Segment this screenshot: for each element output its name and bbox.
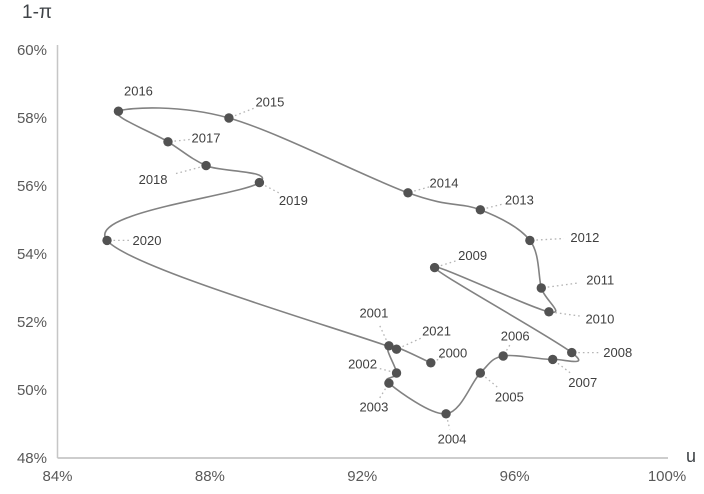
- data-point-label-2013: 2013: [505, 192, 534, 207]
- label-leader-2012: [536, 237, 564, 241]
- label-leader-2019: [264, 185, 281, 195]
- data-point-2009: [429, 262, 440, 273]
- data-point-2008: [567, 347, 577, 358]
- data-point-label-2000: 2000: [438, 345, 467, 360]
- data-point-label-2017: 2017: [192, 130, 221, 145]
- data-point-label-2010: 2010: [585, 311, 614, 326]
- data-point-label-2011: 2011: [586, 273, 614, 288]
- data-point-label-2009: 2009: [458, 248, 487, 263]
- y-tick-label-52: 52%: [17, 314, 47, 331]
- label-leader-2021: [402, 337, 422, 348]
- y-tick-label-48: 48%: [17, 450, 47, 467]
- label-leader-2007: [557, 362, 572, 375]
- x-tick-label-84: 84%: [42, 468, 72, 485]
- x-tick-label-92: 92%: [347, 468, 377, 485]
- data-point-label-2021: 2021: [422, 324, 451, 339]
- x-tick-label-88: 88%: [195, 468, 225, 485]
- data-point-2021: [391, 344, 402, 354]
- label-leader-2000: [436, 356, 445, 361]
- label-leader-2002: [375, 366, 391, 372]
- label-leader-2014: [414, 185, 431, 192]
- data-point-2018: [201, 160, 211, 171]
- data-point-2017: [163, 137, 173, 147]
- data-point-label-2007: 2007: [568, 375, 597, 390]
- data-point-label-2008: 2008: [603, 345, 632, 360]
- data-point-label-2012: 2012: [570, 230, 599, 245]
- data-point-label-2014: 2014: [430, 175, 459, 190]
- y-tick-label-54: 54%: [17, 246, 47, 263]
- label-leader-2001: [379, 325, 387, 341]
- label-leader-2003: [379, 388, 387, 399]
- data-point-2010: [544, 307, 554, 317]
- data-point-2020: [102, 235, 112, 246]
- data-point-2013: [475, 205, 486, 215]
- label-leader-2005: [484, 376, 499, 389]
- label-leader-2017: [174, 138, 192, 142]
- data-point-label-2001: 2001: [359, 305, 388, 320]
- data-point-label-2019: 2019: [279, 193, 308, 208]
- data-point-label-2018: 2018: [139, 172, 168, 187]
- label-leader-2011: [547, 282, 578, 288]
- data-point-2016: [113, 106, 124, 116]
- label-leader-2009: [440, 259, 459, 267]
- data-point-label-2003: 2003: [359, 400, 388, 415]
- label-leader-2018: [173, 166, 200, 175]
- data-point-2014: [403, 188, 413, 198]
- label-leader-2013: [486, 202, 505, 209]
- data-point-label-2015: 2015: [255, 95, 284, 110]
- data-point-2007: [548, 354, 558, 365]
- data-point-label-2020: 2020: [133, 233, 162, 248]
- x-tick-label-100: 100%: [648, 468, 686, 485]
- data-point-2006: [498, 351, 508, 361]
- data-point-2012: [525, 235, 535, 246]
- data-point-2011: [536, 283, 546, 293]
- label-leader-2006: [505, 343, 512, 351]
- data-point-2019: [254, 177, 265, 188]
- data-point-2015: [224, 113, 234, 123]
- y-axis-title: 1-π: [22, 2, 53, 23]
- x-axis-title: u: [686, 446, 697, 466]
- y-tick-label-58: 58%: [17, 110, 47, 127]
- y-tick-label-56: 56%: [17, 178, 47, 195]
- data-point-label-2004: 2004: [438, 431, 467, 446]
- data-point-2004: [441, 409, 451, 419]
- data-point-2005: [475, 368, 486, 378]
- data-point-label-2006: 2006: [501, 329, 530, 344]
- label-leader-2004: [446, 419, 451, 430]
- y-tick-label-60: 60%: [17, 42, 47, 59]
- data-point-label-2002: 2002: [348, 357, 377, 372]
- series-line: [103, 107, 580, 415]
- data-point-2000: [426, 358, 436, 368]
- x-tick-label-96: 96%: [500, 468, 530, 485]
- data-point-2001: [384, 341, 394, 351]
- y-tick-label-50: 50%: [17, 382, 47, 399]
- label-leader-2015: [234, 107, 255, 117]
- data-point-label-2016: 2016: [124, 84, 153, 99]
- label-leader-2010: [555, 312, 581, 317]
- data-point-2003: [384, 378, 394, 388]
- data-point-label-2005: 2005: [495, 390, 524, 405]
- data-point-2002: [391, 368, 402, 378]
